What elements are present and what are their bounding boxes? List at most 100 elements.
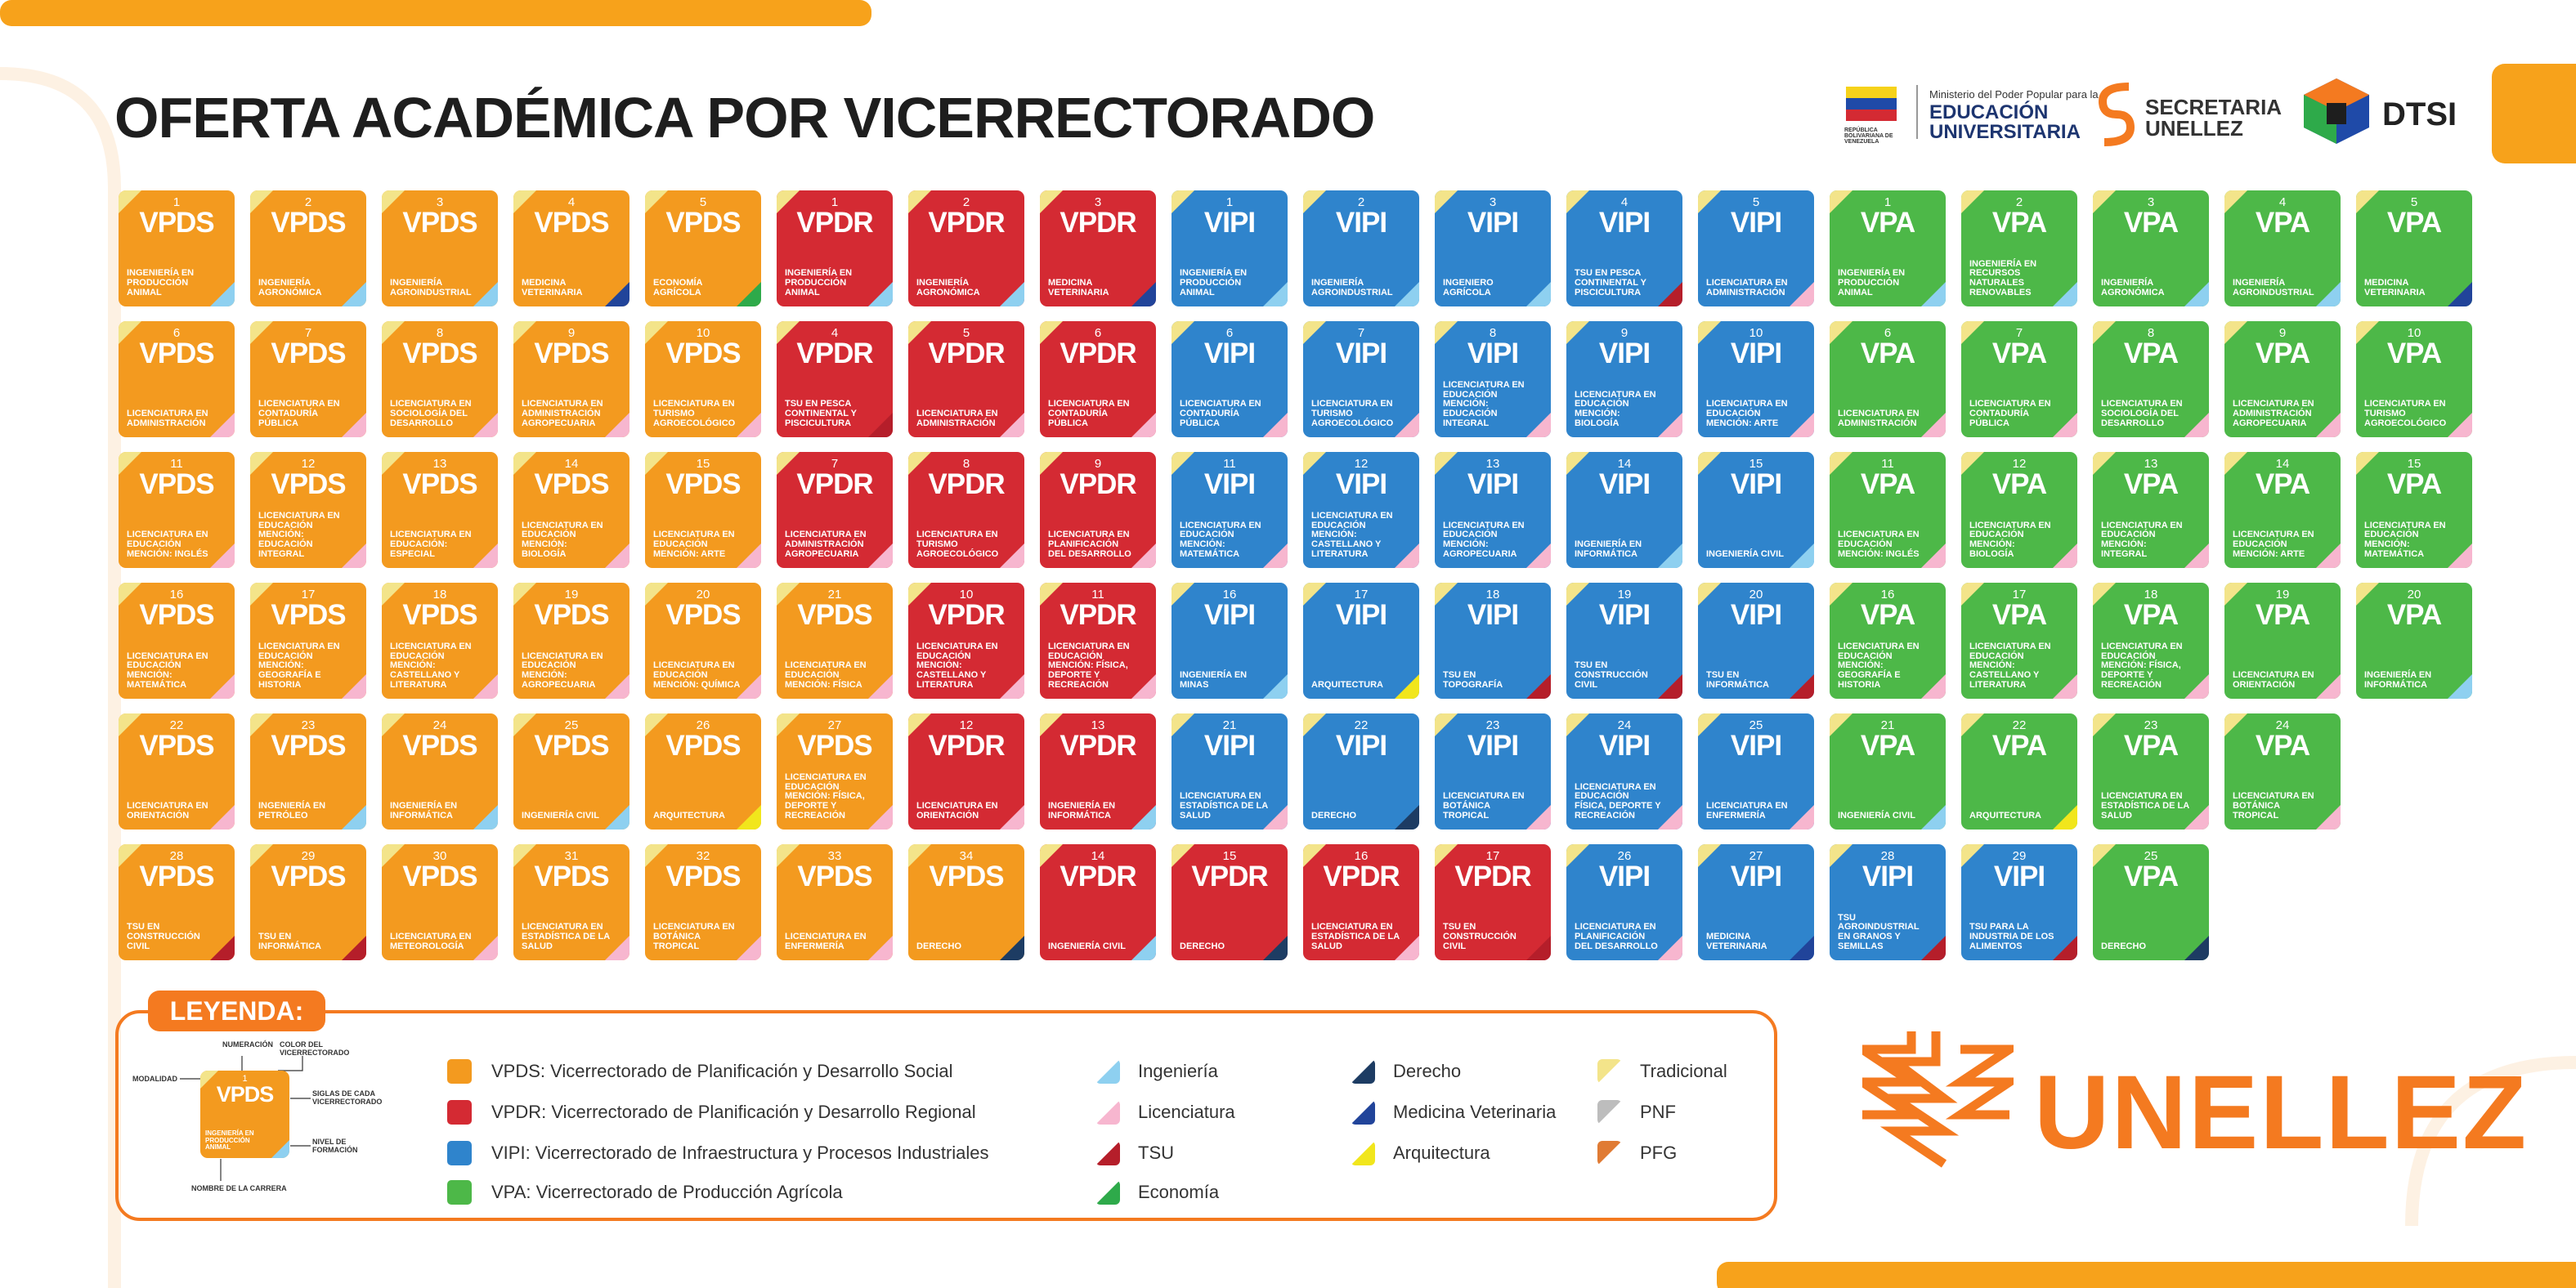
- ministry-text: Ministerio del Poder Popular para la: [1929, 88, 2099, 101]
- career-tile: 16 VIPI INGENIERÍA EN MINAS: [1172, 583, 1288, 699]
- tile-name: LICENCIATURA EN EDUCACIÓN MENCIÓN: QUÍMI…: [653, 660, 741, 691]
- tile-name: LICENCIATURA EN BOTÁNICA TROPICAL: [653, 922, 735, 952]
- career-tile: 8 VPDR LICENCIATURA EN TURISMO AGROECOLÓGI…: [908, 452, 1024, 568]
- tile-code: VIPI: [1598, 468, 1651, 500]
- tile-name: INGENIERÍA EN INFORMÁTICA: [390, 801, 458, 821]
- tile-name: TSU PARA LA INDUSTRIA DE LOS ALIMENTOS: [1969, 922, 2054, 952]
- tile-code: VPA: [2386, 599, 2442, 631]
- career-tile: 11 VIPI LICENCIATURA EN EDUCACIÓN MENCIÓN:…: [1172, 452, 1288, 568]
- career-tile: 5 VPDR LICENCIATURA EN ADMINISTRACIÓN: [908, 321, 1024, 437]
- career-tile: 18 VPDS LICENCIATURA EN EDUCACIÓN MENCIÓN:…: [382, 583, 498, 699]
- tile-name: LICENCIATURA EN EDUCACIÓN MENCIÓN: INTEG…: [2101, 520, 2183, 560]
- tile-number: 10: [696, 326, 710, 340]
- career-tile: 17 VPA LICENCIATURA EN EDUCACIÓN MENCIÓN: …: [1961, 583, 2077, 699]
- tile-code: VPDS: [139, 207, 214, 239]
- tile-name: LICENCIATURA EN CONTADURÍA PÚBLICA: [1969, 399, 2051, 429]
- career-tile: 3 VPDS INGENIERÍA AGROINDUSTRIAL: [382, 190, 498, 306]
- tile-number: 19: [2275, 588, 2290, 602]
- tile-number: 17: [1485, 849, 1500, 863]
- legend-label: VIPI: Vicerrectorado de Infraestructura …: [491, 1143, 989, 1163]
- career-tile: 22 VPA ARQUITECTURA: [1961, 713, 2077, 830]
- tile-number: 2: [1357, 195, 1365, 209]
- tile-number: 1: [1225, 195, 1234, 209]
- tile-number: 11: [1881, 457, 1894, 471]
- tile-code: VPDS: [271, 861, 346, 892]
- tile-name: LICENCIATURA EN EDUCACIÓN MENCIÓN: GEOGR…: [258, 641, 340, 691]
- tile-name: INGENIERÍA AGROINDUSTRIAL: [2233, 278, 2314, 298]
- career-tile: 11 VPDR LICENCIATURA EN EDUCACIÓN MENCIÓN:…: [1040, 583, 1156, 699]
- tile-code: VPDS: [271, 207, 346, 239]
- sample-number: 1: [242, 1074, 248, 1084]
- career-tile: 17 VPDS LICENCIATURA EN EDUCACIÓN MENCIÓN:…: [250, 583, 366, 699]
- tile-name: TSU EN PESCA CONTINENTAL Y PISCICULTURA: [785, 399, 857, 429]
- career-tile: 14 VPA LICENCIATURA EN EDUCACIÓN MENCIÓN: …: [2224, 452, 2341, 568]
- tile-number: 13: [1485, 457, 1500, 471]
- tile-number: 26: [696, 718, 710, 732]
- tile-name: LICENCIATURA EN EDUCACIÓN MENCIÓN: MATEM…: [127, 651, 208, 691]
- tile-number: 11: [1091, 588, 1104, 602]
- tile-code: VPDS: [534, 599, 609, 631]
- tile-code: VPDS: [534, 468, 609, 500]
- tile-number: 25: [2144, 849, 2158, 863]
- tile-code: VIPI: [1467, 730, 1519, 762]
- tile-name: TSU EN INFORMÁTICA: [258, 932, 321, 952]
- tile-name: ARQUITECTURA: [653, 811, 725, 821]
- tile-number: 4: [831, 326, 839, 340]
- career-tile: 1 VPDR INGENIERÍA EN PRODUCCIÓN ANIMAL: [777, 190, 893, 306]
- tile-number: 2: [962, 195, 970, 209]
- tile-code: VPDR: [928, 207, 1005, 239]
- tile-number: 23: [1485, 718, 1500, 732]
- tile-code: VPDS: [665, 730, 741, 762]
- career-tile: 2 VPDR INGENIERÍA AGRONÓMICA: [908, 190, 1024, 306]
- tile-code: VPDS: [402, 730, 477, 762]
- tile-number: 8: [962, 457, 970, 471]
- tile-name: INGENIERÍA EN PRODUCCIÓN ANIMAL: [127, 268, 195, 298]
- tile-name: LICENCIATURA EN EDUCACIÓN MENCIÓN: FÍSIC…: [1048, 641, 1130, 691]
- tile-name: LICENCIATURA EN EDUCACIÓN MENCIÓN: FÍSIC…: [785, 771, 867, 821]
- career-tile: 19 VPA LICENCIATURA EN ORIENTACIÓN: [2224, 583, 2341, 699]
- career-tile: 10 VPDS LICENCIATURA EN TURISMO AGROECOLÓG…: [645, 321, 761, 437]
- tile-name: LICENCIATURA EN TURISMO AGROECOLÓGICO: [916, 530, 999, 560]
- tile-number: 3: [436, 195, 444, 209]
- tile-number: 7: [831, 457, 839, 471]
- tile-code: VIPI: [1203, 599, 1256, 631]
- tile-code: VPDS: [139, 730, 214, 762]
- secretaria-icon: [2098, 83, 2135, 146]
- career-tile: 20 VPA INGENIERÍA EN INFORMÁTICA: [2356, 583, 2472, 699]
- tile-code: VPDR: [1323, 861, 1400, 892]
- career-tile: 23 VIPI LICENCIATURA EN BOTÁNICA TROPICAL: [1435, 713, 1551, 830]
- tile-name: LICENCIATURA EN EDUCACIÓN MENCIÓN: CASTE…: [1311, 510, 1393, 560]
- tile-code: VPA: [2123, 207, 2179, 239]
- tile-code: VIPI: [1467, 468, 1519, 500]
- tile-code: VPDS: [271, 338, 346, 369]
- tile-code: VPA: [1860, 599, 1915, 631]
- career-tile: 14 VPDS LICENCIATURA EN EDUCACIÓN MENCIÓN:…: [513, 452, 629, 568]
- career-tile: 4 VPDS MEDICINA VETERINARIA: [513, 190, 629, 306]
- career-tile: 25 VIPI LICENCIATURA EN ENFERMERÍA: [1698, 713, 1814, 830]
- career-tile: 16 VPDS LICENCIATURA EN EDUCACIÓN MENCIÓN:…: [119, 583, 235, 699]
- tile-number: 3: [1094, 195, 1102, 209]
- tile-code: VIPI: [1335, 730, 1387, 762]
- tile-code: VPA: [2123, 338, 2179, 369]
- tile-number: 2: [304, 195, 312, 209]
- career-tile: 19 VPDS LICENCIATURA EN EDUCACIÓN MENCIÓN:…: [513, 583, 629, 699]
- tile-name: LICENCIATURA EN TURISMO AGROECOLÓGICO: [653, 399, 736, 429]
- legend-box: [115, 1010, 1777, 1221]
- tile-number: 28: [169, 849, 184, 863]
- tile-number: 7: [2015, 326, 2023, 340]
- tile-code: VPDR: [928, 338, 1005, 369]
- tile-name: TSU EN CONSTRUCCIÓN CIVIL: [127, 922, 200, 952]
- career-tile: 22 VPDS LICENCIATURA EN ORIENTACIÓN: [119, 713, 235, 830]
- career-tile: 29 VIPI TSU PARA LA INDUSTRIA DE LOS ALIME…: [1961, 844, 2077, 960]
- career-tile: 3 VPDR MEDICINA VETERINARIA: [1040, 190, 1156, 306]
- career-tile: 14 VIPI INGENIERÍA EN INFORMÁTICA: [1566, 452, 1682, 568]
- career-tile: 9 VPDR LICENCIATURA EN PLANIFICACIÓN DEL D…: [1040, 452, 1156, 568]
- tile-code: VPA: [1991, 338, 2047, 369]
- tile-code: VPDR: [1060, 599, 1136, 631]
- tile-name: INGENIERÍA EN INFORMÁTICA: [1575, 539, 1642, 560]
- tile-name: LICENCIATURA EN SOCIOLOGÍA DEL DESARROLL…: [390, 399, 472, 429]
- tile-name: TSU EN CONSTRUCCIÓN CIVIL: [1575, 660, 1648, 691]
- tile-name: ECONOMÍA AGRÍCOLA: [653, 278, 703, 298]
- tile-name: INGENIERÍA CIVIL: [1048, 941, 1126, 952]
